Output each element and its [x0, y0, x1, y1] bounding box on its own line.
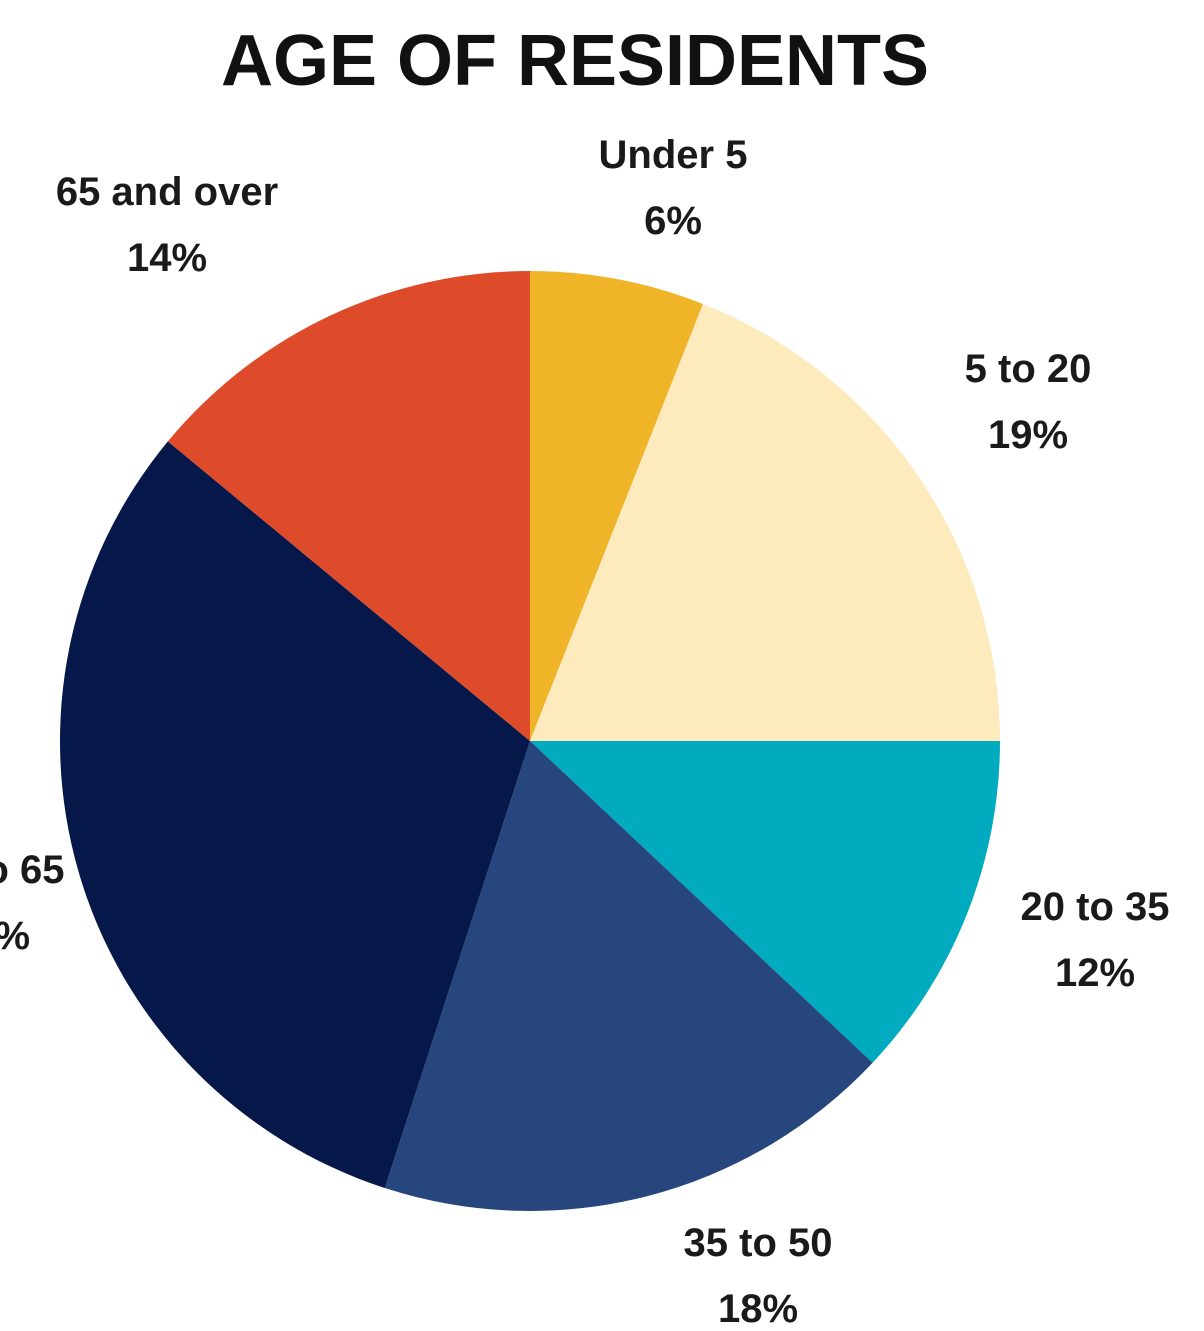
- slice-value-20-to-35: 12%: [1055, 951, 1135, 995]
- pie-slice-35-to-50: [384, 741, 873, 1212]
- pie-slice-50-to-65: [59, 441, 530, 1188]
- slice-value-35-to-50: 18%: [718, 1287, 798, 1331]
- slice-label-65-and-over: 65 and over: [56, 170, 278, 214]
- pie-slice-20-to-35: [530, 741, 1001, 1063]
- pie-slice-under-5: [530, 271, 704, 741]
- pie-slice-65-and-over: [167, 271, 531, 741]
- slice-label-5-to-20: 5 to 20: [965, 347, 1092, 391]
- slice-label-under-5: Under 5: [599, 133, 748, 177]
- pie-slices: [59, 271, 1001, 1212]
- slice-value-50-to-65: 31%: [0, 914, 30, 958]
- slice-value-under-5: 6%: [644, 199, 702, 243]
- slice-value-5-to-20: 19%: [988, 413, 1068, 457]
- chart-title: AGE OF RESIDENTS: [221, 21, 929, 101]
- slice-labels: Under 5 6% 5 to 20 19% 20 to 35 12% 35 to 50 18…: [0, 133, 1169, 1331]
- pie-slice-5-to-20: [530, 304, 1000, 741]
- slice-value-65-and-over: 14%: [127, 236, 207, 280]
- slice-label-20-to-35: 20 to 35: [1021, 885, 1170, 929]
- slice-label-50-to-65: 50 to 65: [0, 848, 64, 892]
- slice-label-35-to-50: 35 to 50: [684, 1221, 833, 1265]
